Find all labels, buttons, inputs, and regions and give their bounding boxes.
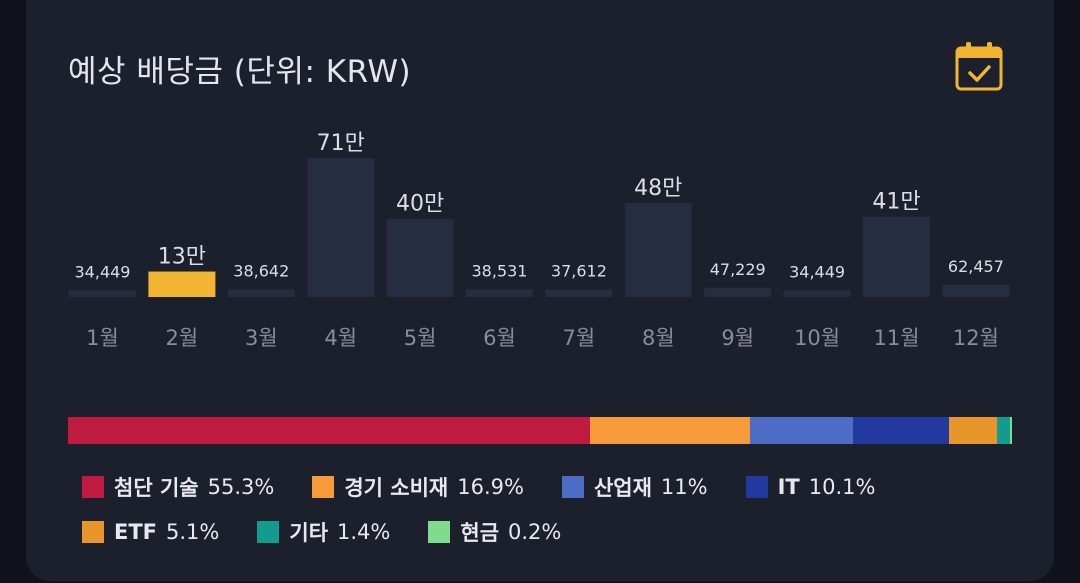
allocation-segment[interactable] xyxy=(948,417,997,444)
bar-3월[interactable] xyxy=(227,289,295,297)
legend-label: 기타 xyxy=(289,521,329,545)
bar-9월[interactable] xyxy=(704,287,772,297)
legend-row: 첨단 기술 55.3% 경기 소비재 16.9% 산업재 11% IT 10.1% xyxy=(82,472,913,502)
legend-swatch xyxy=(745,476,768,498)
bar-2월[interactable] xyxy=(148,271,216,297)
month-tick-label: 12월 xyxy=(953,326,999,350)
legend-item[interactable]: IT 10.1% xyxy=(745,475,876,499)
legend-label: 현금 xyxy=(460,521,500,545)
legend-percent: 55.3% xyxy=(207,475,275,499)
month-tick-label: 6월 xyxy=(483,326,516,350)
bar-data-label: 38,642 xyxy=(233,261,289,280)
legend-label: 첨단 기술 xyxy=(114,476,199,500)
legend-item[interactable]: 기타 1.4% xyxy=(257,517,390,547)
bar-12월[interactable] xyxy=(942,284,1010,297)
legend-label: 경기 소비재 xyxy=(344,476,449,500)
legend-row: ETF 5.1% 기타 1.4% 현금 0.2% xyxy=(82,517,599,547)
bar-1월[interactable] xyxy=(69,290,136,297)
legend-swatch xyxy=(561,476,584,498)
legend-percent: 10.1% xyxy=(808,475,876,499)
bar-data-label: 38,531 xyxy=(472,261,528,280)
month-tick-label: 3월 xyxy=(245,326,278,350)
month-tick-label: 8월 xyxy=(642,326,675,350)
bar-data-label: 34,449 xyxy=(789,262,845,281)
bar-4월[interactable] xyxy=(307,158,375,297)
month-tick-label: 2월 xyxy=(166,326,199,350)
allocation-segment[interactable] xyxy=(749,417,854,444)
bar-data-label: 37,612 xyxy=(551,262,607,281)
bar-data-label: 34,449 xyxy=(75,262,131,281)
bar-data-label: 48만 xyxy=(634,176,682,201)
allocation-segment[interactable] xyxy=(996,417,1011,444)
bar-data-label: 13만 xyxy=(158,245,206,270)
month-tick-label: 4월 xyxy=(324,326,357,350)
page-title: 예상 배당금 (단위: KRW) xyxy=(68,54,412,90)
bar-10월[interactable] xyxy=(783,290,851,297)
legend-label: ETF xyxy=(114,520,158,544)
bar-5월[interactable] xyxy=(386,218,454,297)
bar-data-label: 41만 xyxy=(872,190,920,215)
legend-item[interactable]: ETF 5.1% xyxy=(82,520,219,544)
month-tick-label: 10월 xyxy=(794,326,840,350)
month-tick-label: 1월 xyxy=(86,326,119,350)
legend-item[interactable]: 현금 0.2% xyxy=(428,517,561,547)
bar-7월[interactable] xyxy=(545,289,613,297)
legend-percent: 1.4% xyxy=(337,520,391,544)
legend-percent: 5.1% xyxy=(166,520,220,544)
calendar-check-icon[interactable] xyxy=(954,40,1004,92)
legend-percent: 0.2% xyxy=(508,520,562,544)
bar-data-label: 40만 xyxy=(396,192,444,217)
legend-swatch xyxy=(82,476,104,498)
allocation-segment[interactable] xyxy=(68,417,591,444)
bar-6월[interactable] xyxy=(466,289,533,297)
bar-data-label: 47,229 xyxy=(710,260,766,279)
legend-swatch xyxy=(428,521,451,543)
month-tick-label: 11월 xyxy=(873,326,919,350)
allocation-segment[interactable] xyxy=(853,417,949,444)
legend-swatch xyxy=(82,521,104,543)
legend-label: IT xyxy=(777,475,800,499)
legend-percent: 11% xyxy=(660,475,708,499)
allocation-segment[interactable] xyxy=(1010,417,1012,444)
legend-percent: 16.9% xyxy=(457,475,524,499)
legend-item[interactable]: 산업재 11% xyxy=(561,472,708,502)
bar-data-label: 71만 xyxy=(317,131,365,156)
monthly-dividend-chart: 34,449 1월 13만 2월 38,642 3월 71만 4월 40만 5월 38,531 6월 3… xyxy=(69,131,1010,350)
month-tick-label: 5월 xyxy=(404,326,437,350)
bar-11월[interactable] xyxy=(863,216,930,297)
legend-swatch xyxy=(312,476,335,498)
legend-item[interactable]: 첨단 기술 55.3% xyxy=(82,472,274,502)
legend-swatch xyxy=(257,521,280,543)
allocation-segment[interactable] xyxy=(590,417,750,444)
bar-data-label: 62,457 xyxy=(948,257,1004,276)
month-tick-label: 9월 xyxy=(721,326,754,350)
legend-item[interactable]: 경기 소비재 16.9% xyxy=(312,472,524,502)
sector-allocation-bar xyxy=(68,417,1012,444)
bar-8월[interactable] xyxy=(624,203,692,297)
legend-label: 산업재 xyxy=(593,476,652,500)
month-tick-label: 7월 xyxy=(563,326,596,350)
